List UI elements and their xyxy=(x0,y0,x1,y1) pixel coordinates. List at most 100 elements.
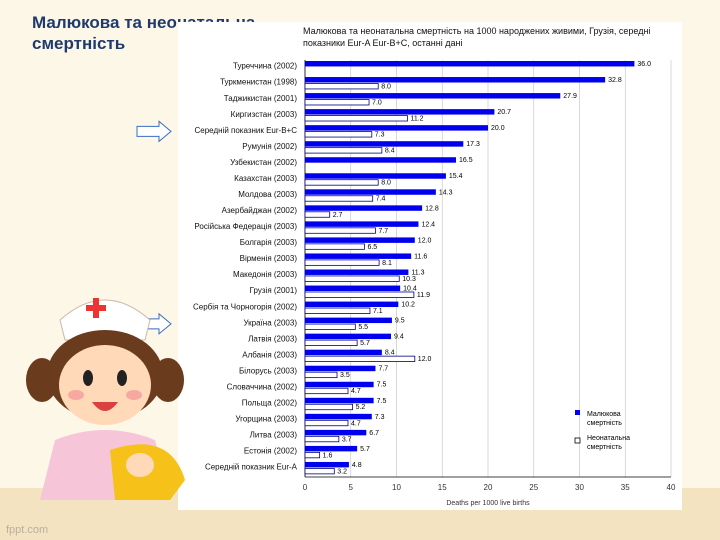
category-label: Вірменія (2003) xyxy=(240,254,298,263)
neonatal-value-label: 7.0 xyxy=(372,99,382,106)
neonatal-value-label: 4.7 xyxy=(351,420,361,427)
infant-bar xyxy=(305,253,412,259)
neonatal-value-label: 6.5 xyxy=(367,244,377,251)
neonatal-value-label: 1.6 xyxy=(323,452,333,459)
x-tick-label: 35 xyxy=(621,483,630,492)
category-label: Угорщина (2003) xyxy=(235,415,297,424)
neonatal-bar xyxy=(304,83,379,90)
chart-title: Малюкова та неонатальна смертність на 10… xyxy=(303,26,651,48)
infant-value-label: 9.5 xyxy=(395,318,405,325)
category-label: Литва (2003) xyxy=(250,431,298,440)
infant-bar xyxy=(305,349,382,356)
neonatal-bar xyxy=(304,355,416,362)
infant-bar xyxy=(305,381,374,388)
neonatal-bar xyxy=(304,115,408,122)
infant-bar xyxy=(305,237,415,243)
neonatal-bar xyxy=(304,99,370,106)
neonatal-bar xyxy=(304,291,415,298)
x-tick-label: 25 xyxy=(529,483,538,492)
infant-value-label: 20.0 xyxy=(491,125,505,132)
legend-label-infant: смертність xyxy=(587,419,622,427)
infant-value-label: 9.4 xyxy=(394,334,404,341)
infant-bar xyxy=(305,205,423,211)
infant-bar xyxy=(305,93,561,99)
category-label: Казахстан (2003) xyxy=(234,174,297,183)
category-label: Середній показник Eur-A xyxy=(205,463,298,472)
neonatal-value-label: 11.2 xyxy=(410,116,423,123)
infant-value-label: 11.6 xyxy=(414,253,427,260)
neonatal-value-label: 2.7 xyxy=(333,212,343,219)
infant-value-label: 7.7 xyxy=(378,366,388,373)
infant-bar xyxy=(305,141,464,147)
neonatal-value-label: 7.4 xyxy=(376,196,386,203)
category-label: Словаччина (2002) xyxy=(227,382,298,391)
category-label: Албанія (2003) xyxy=(242,350,297,359)
infant-value-label: 6.7 xyxy=(369,430,379,437)
category-label: Таджикистан (2001) xyxy=(224,94,298,103)
neonatal-bar xyxy=(304,435,340,443)
legend-label-neonatal: смертність xyxy=(587,443,622,451)
neonatal-value-label: 5.5 xyxy=(358,324,368,331)
nurse-illustration xyxy=(26,298,185,500)
infant-bar xyxy=(305,77,606,83)
infant-value-label: 16.5 xyxy=(459,157,473,164)
infant-bar xyxy=(305,269,409,275)
neonatal-bar xyxy=(304,179,379,186)
infant-bar xyxy=(305,157,456,163)
infant-value-label: 5.7 xyxy=(360,446,370,453)
x-tick-label: 5 xyxy=(349,483,354,492)
neonatal-value-label: 3.7 xyxy=(342,436,352,443)
infant-bar xyxy=(305,301,399,308)
neonatal-bar xyxy=(304,131,373,138)
neonatal-bar xyxy=(304,307,371,314)
infant-value-label: 36.0 xyxy=(637,61,651,68)
infant-bar xyxy=(305,365,376,372)
infant-value-label: 8.4 xyxy=(385,350,395,357)
category-label: Грузія (2001) xyxy=(250,286,298,295)
x-tick-label: 10 xyxy=(392,483,401,492)
neonatal-bar xyxy=(304,403,353,411)
neonatal-bar xyxy=(304,243,365,250)
x-tick-label: 15 xyxy=(438,483,447,492)
category-label: Середній показник Eur-B+C xyxy=(195,126,298,135)
neonatal-bar xyxy=(304,419,349,427)
infant-bar xyxy=(305,125,488,131)
category-label: Естонія (2002) xyxy=(244,447,297,456)
infant-bar xyxy=(305,285,401,291)
infant-value-label: 7.5 xyxy=(377,382,387,389)
x-tick-label: 30 xyxy=(575,483,584,492)
neonatal-value-label: 4.7 xyxy=(351,388,361,395)
neonatal-value-label: 8.1 xyxy=(382,260,392,267)
category-label: Туреччина (2002) xyxy=(233,62,297,71)
neonatal-bar xyxy=(304,323,356,330)
infant-bar xyxy=(305,317,392,324)
infant-value-label: 27.9 xyxy=(563,93,577,100)
infant-value-label: 12.4 xyxy=(421,221,435,228)
neonatal-value-label: 7.7 xyxy=(378,228,388,235)
infant-bar xyxy=(305,445,358,452)
legend-label-neonatal: Неонатальна xyxy=(587,435,630,442)
category-label: Молдова (2003) xyxy=(238,190,297,199)
infant-value-label: 12.8 xyxy=(425,205,439,212)
infant-bar xyxy=(305,221,419,227)
infant-value-label: 7.5 xyxy=(377,398,387,405)
x-axis-label: Deaths per 1000 live births xyxy=(446,500,530,507)
infant-bar xyxy=(305,333,392,340)
infant-bar xyxy=(305,189,436,195)
infant-value-label: 14.3 xyxy=(439,189,453,196)
neonatal-bar xyxy=(304,468,335,475)
infant-value-label: 7.3 xyxy=(375,414,385,421)
infant-value-label: 11.3 xyxy=(411,269,424,276)
infant-value-label: 10.4 xyxy=(403,285,417,292)
legend-swatch-infant xyxy=(575,410,580,415)
neonatal-value-label: 3.2 xyxy=(337,468,347,475)
neonatal-value-label: 7.1 xyxy=(373,308,383,315)
neonatal-value-label: 3.5 xyxy=(340,372,350,379)
infant-value-label: 32.8 xyxy=(608,77,622,84)
infant-bar xyxy=(305,429,367,436)
neonatal-bar xyxy=(304,195,374,202)
category-label: Румунія (2002) xyxy=(242,142,297,151)
chart-panel xyxy=(178,22,682,510)
neonatal-value-label: 8.4 xyxy=(385,148,395,155)
